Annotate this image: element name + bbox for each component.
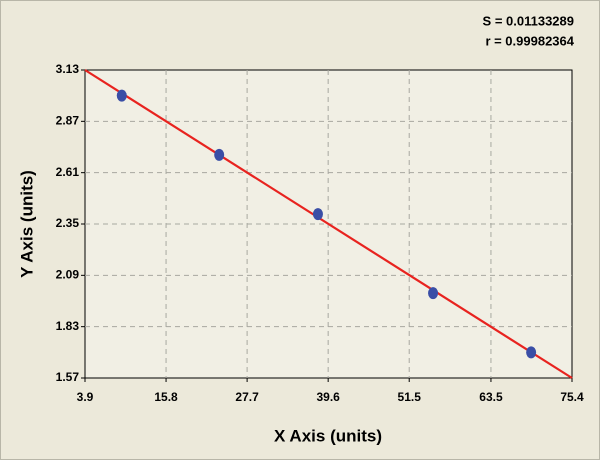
x-tick-label: 3.9 xyxy=(77,390,94,404)
x-tick-label: 15.8 xyxy=(154,390,178,404)
annotation: r = 0.99982364 xyxy=(485,33,574,48)
y-tick-label: 2.35 xyxy=(56,216,80,230)
data-point xyxy=(526,346,537,359)
y-axis-title: Y Axis (units) xyxy=(17,170,36,278)
y-tick-label: 2.61 xyxy=(56,165,80,179)
x-tick-label: 75.4 xyxy=(560,390,584,404)
fit-line xyxy=(84,69,573,379)
y-tick-label: 3.13 xyxy=(56,62,80,76)
data-point xyxy=(428,287,439,300)
data-point xyxy=(214,148,225,161)
y-tick-label: 2.87 xyxy=(56,114,80,128)
x-tick-label: 27.7 xyxy=(235,390,259,404)
x-tick-label: 39.6 xyxy=(316,390,340,404)
data-point xyxy=(116,89,127,102)
x-axis-title: X Axis (units) xyxy=(274,426,382,445)
x-tick-label: 63.5 xyxy=(479,390,503,404)
data-point xyxy=(312,208,323,221)
y-tick-label: 2.09 xyxy=(56,268,80,282)
x-tick-label: 51.5 xyxy=(398,390,422,404)
y-tick-label: 1.83 xyxy=(56,319,80,333)
y-tick-label: 1.57 xyxy=(56,370,80,384)
annotation: S = 0.01133289 xyxy=(483,13,574,28)
